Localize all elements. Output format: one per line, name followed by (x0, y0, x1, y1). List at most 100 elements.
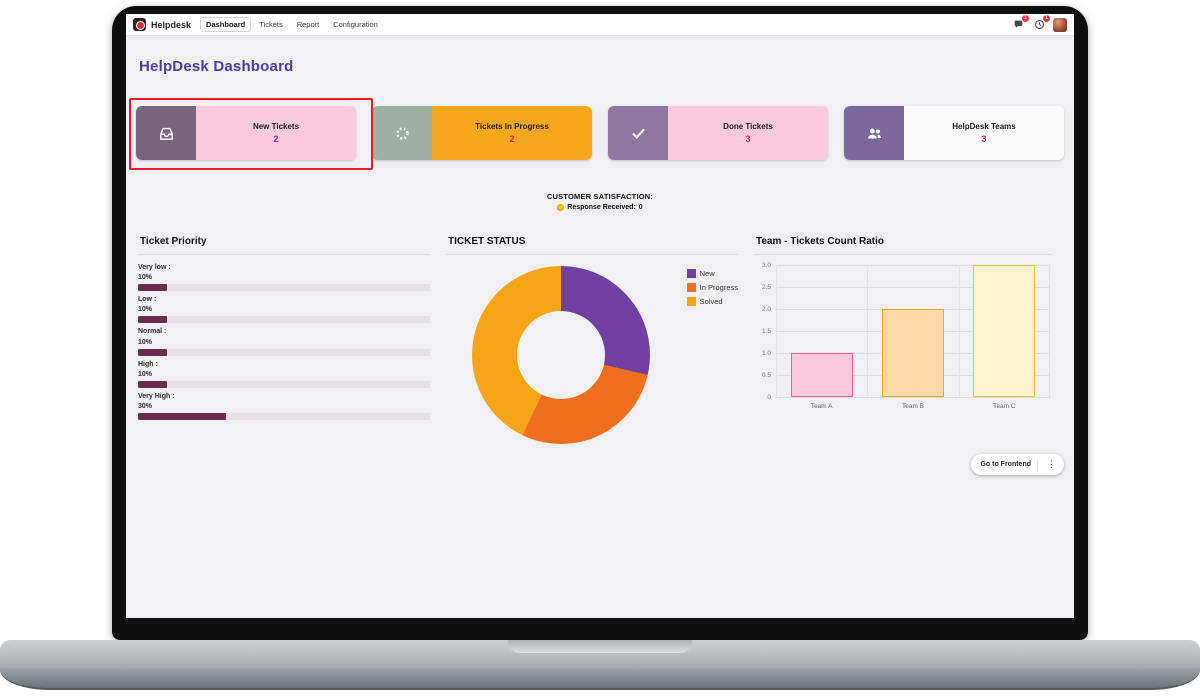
priority-list: Very low : 10% Low : 10% Normal : 10% High : 10… (138, 263, 430, 421)
kpi-card-done-tickets[interactable]: Done Tickets 3 (608, 106, 828, 160)
kpi-card-title: Tickets In Progress (475, 122, 549, 131)
priority-percent: 10% (138, 274, 153, 282)
menu-item-dashboard[interactable]: Dashboard (200, 17, 252, 32)
priority-bar-track (138, 380, 430, 388)
navbar-menu: Dashboard Tickets Report Configuration (200, 17, 384, 32)
go-to-frontend-button[interactable]: Go to Frontend ⋮ (971, 454, 1064, 475)
x-tick-team-c: Team C (993, 403, 1016, 410)
smiley-icon (557, 204, 565, 211)
ticket-priority-title: Ticket Priority (138, 232, 430, 255)
satisfaction-heading: CUSTOMER SATISFACTION: (546, 192, 654, 201)
team-icon (844, 106, 904, 160)
kebab-menu-icon[interactable]: ⋮ (1047, 459, 1056, 469)
y-tick-1.0: 1.0 (761, 349, 771, 357)
bar-team-c[interactable] (973, 265, 1036, 397)
gridline-0 (776, 397, 1050, 398)
priority-bar-track (138, 284, 430, 292)
priority-bar-track (138, 413, 430, 421)
menu-item-configuration[interactable]: Configuration (333, 20, 378, 29)
kpi-card-count: 2 (509, 134, 515, 144)
x-tick-team-a: Team A (810, 403, 833, 410)
kpi-card-helpdesk-teams[interactable]: HelpDesk Teams 3 (844, 106, 1064, 160)
menu-item-report[interactable]: Report (296, 20, 320, 29)
legend-label: Solved (699, 297, 723, 306)
laptop-base-bottom (0, 668, 1200, 690)
bar-chart-area: 3.0 2.5 2.0 1.5 1.0 0.5 0 Team A Team B Team C (754, 261, 1052, 423)
y-tick-0: 0 (767, 393, 771, 401)
y-axis-labels: 3.0 2.5 2.0 1.5 1.0 0.5 0 (754, 261, 774, 401)
priority-bar-track (138, 348, 430, 356)
ticket-status-title: TICKET STATUS (446, 232, 738, 255)
priority-bar-track (138, 316, 430, 324)
priority-label: Normal : (138, 328, 167, 336)
ticket-priority-section: Ticket Priority Very low :10% Low :10% Nor… (138, 232, 430, 424)
bar-plot (776, 265, 1050, 398)
kpi-card-count: 3 (745, 134, 751, 144)
button-divider (1037, 458, 1038, 471)
priority-bar-fill (138, 413, 226, 421)
legend-label: In Progress (699, 283, 738, 292)
priority-label: Very High : (138, 392, 175, 400)
bar-team-a[interactable] (790, 353, 853, 397)
kpi-card-new-tickets[interactable]: New Tickets 2 (136, 106, 356, 160)
legend-item-solved[interactable]: Solved (686, 297, 738, 306)
y-tick-3.0: 3.0 (761, 261, 771, 269)
plot-vline-0 (776, 265, 777, 397)
customer-satisfaction: CUSTOMER SATISFACTION: Response Received… (126, 192, 1074, 211)
kpi-card-body: Done Tickets 3 (668, 106, 828, 160)
menu-item-tickets[interactable]: Tickets (259, 20, 283, 29)
priority-percent: 10% (138, 306, 153, 314)
kpi-card-body: HelpDesk Teams 3 (904, 106, 1064, 160)
kpi-card-body: New Tickets 2 (196, 106, 356, 160)
plot-vline-1 (867, 265, 869, 397)
priority-item-low: Low : 10% (138, 295, 430, 324)
legend-item-new[interactable]: New (686, 269, 738, 278)
kpi-card-count: 2 (273, 134, 279, 144)
kpi-card-title: Done Tickets (723, 122, 773, 131)
screen: Helpdesk Dashboard Tickets Report Configura… (126, 14, 1074, 618)
check-icon (608, 106, 668, 160)
y-tick-2.5: 2.5 (761, 283, 771, 291)
kpi-cards-row: New Tickets 2 Tickets In Progress 2 Done Tic… (136, 106, 1064, 160)
priority-percent: 10% (138, 338, 153, 346)
activities-clock-icon[interactable]: 1 (1032, 14, 1050, 32)
priority-percent: 10% (138, 370, 153, 378)
go-to-frontend-label: Go to Frontend (980, 461, 1031, 468)
activities-badge: 1 (1043, 14, 1050, 22)
plot-vline-3 (1049, 265, 1050, 397)
user-avatar[interactable] (1053, 17, 1067, 32)
priority-item-high: High : 10% (138, 360, 430, 388)
page-title: HelpDesk Dashboard (139, 58, 294, 75)
x-tick-team-b: Team B (901, 403, 925, 410)
bar-team-b[interactable] (882, 309, 944, 397)
priority-item-very-high: Very High : 30% (138, 392, 430, 421)
laptop-notch (508, 640, 692, 653)
team-ratio-section: Team - Tickets Count Ratio 3.0 2.5 2.0 1.5 1… (754, 232, 1052, 423)
priority-bar-fill (138, 316, 168, 324)
navbar-right: 1 1 (1011, 14, 1067, 32)
priority-label: High : (138, 360, 158, 368)
priority-bar-fill (138, 284, 168, 292)
priority-item-normal: Normal : 10% (138, 327, 430, 356)
gridline-2.5 (776, 287, 1050, 288)
x-axis-labels: Team A Team B Team C (776, 403, 1050, 415)
y-tick-1.5: 1.5 (761, 327, 771, 335)
satisfaction-label: Response Received: (567, 204, 636, 211)
app-name[interactable]: Helpdesk (151, 19, 192, 30)
kpi-card-body: Tickets In Progress 2 (432, 106, 592, 160)
priority-percent: 30% (138, 403, 153, 411)
kpi-card-count: 3 (981, 134, 987, 144)
ticket-status-donut[interactable] (472, 266, 650, 444)
priority-bar-fill (138, 348, 168, 356)
donut-chart-area: New In Progress Solved (446, 265, 738, 455)
satisfaction-value: 0 (638, 204, 643, 211)
kpi-card-tickets-in-progress[interactable]: Tickets In Progress 2 (372, 106, 592, 160)
ticket-status-section: TICKET STATUS New In Progress Solved (446, 232, 738, 455)
top-navbar: Helpdesk Dashboard Tickets Report Configura… (126, 14, 1074, 36)
helpdesk-app-icon[interactable] (133, 18, 146, 31)
kpi-card-title: New Tickets (252, 122, 300, 131)
legend-item-in-progress[interactable]: In Progress (686, 283, 738, 292)
messages-icon[interactable]: 1 (1011, 14, 1029, 32)
team-ratio-title: Team - Tickets Count Ratio (754, 232, 1052, 255)
